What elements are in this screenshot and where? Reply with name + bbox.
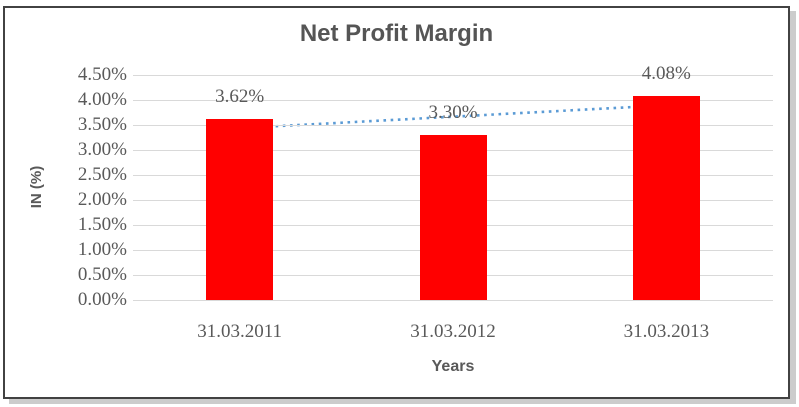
x-tick-label: 31.03.2012 — [410, 321, 496, 342]
bar[interactable] — [632, 96, 700, 300]
y-tick-label: 0.00% — [77, 289, 127, 310]
y-tick-label: 2.50% — [77, 164, 127, 185]
y-axis: 0.00% 0.50% 1.00% 1.50% 2.00% 2.50% 3.00% 3.50%… — [5, 64, 127, 310]
y-tick-label: 2.00% — [77, 189, 127, 210]
y-tick-label: 4.50% — [77, 64, 127, 85]
x-axis: 31.03.2011 31.03.2012 31.03.2013 — [133, 320, 773, 344]
y-tick-label: 3.00% — [77, 139, 127, 160]
y-tick-label: 0.50% — [77, 264, 127, 285]
y-tick-label: 1.50% — [77, 214, 127, 235]
gridline — [133, 124, 773, 126]
bar[interactable] — [206, 119, 274, 300]
gridline — [133, 299, 773, 301]
plot-area: 3.62% 3.30% 4.08% — [133, 63, 773, 301]
gridline — [133, 99, 773, 101]
y-tick-label: 4.00% — [77, 89, 127, 110]
y-tick-label: 1.00% — [77, 239, 127, 260]
bar-data-label: 3.30% — [428, 102, 478, 123]
gridline — [133, 74, 773, 76]
bar-data-label: 3.62% — [215, 86, 265, 107]
bar-data-label: 4.08% — [641, 63, 691, 84]
x-tick-label: 31.03.2013 — [623, 321, 710, 342]
chart-title: Net Profit Margin — [299, 20, 494, 47]
x-axis-title: Years — [431, 358, 475, 375]
chart-frame: Net Profit Margin IN (%) 0.00% 0.50% 1.00%… — [3, 6, 790, 399]
y-tick-label: 3.50% — [77, 114, 127, 135]
x-tick-label: 31.03.2011 — [197, 321, 283, 342]
bar[interactable] — [419, 135, 487, 300]
